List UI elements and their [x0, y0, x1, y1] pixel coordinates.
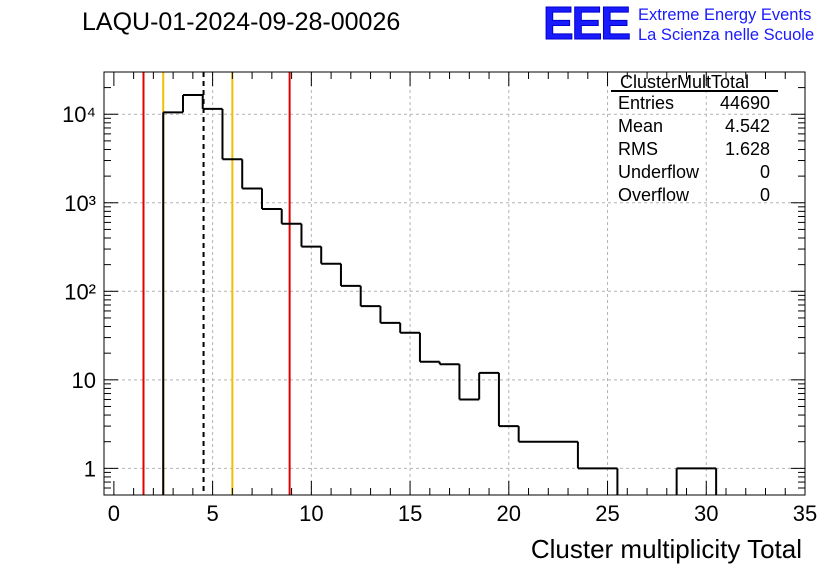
stats-value-entries: 44690: [719, 93, 770, 113]
stats-label-overflow: Overflow: [618, 185, 690, 205]
x-tick-label-25: 25: [595, 501, 619, 526]
x-tick-label-0: 0: [108, 501, 120, 526]
stats-label-entries: Entries: [618, 93, 675, 113]
logo-line-2: La Scienza nelle Scuole: [638, 26, 815, 44]
x-tick-label-15: 15: [398, 501, 422, 526]
stats-value-underflow: 0: [759, 162, 770, 182]
stats-title: ClusterMultTotal: [620, 72, 750, 92]
chart-title: LAQU-01-2024-09-28-00026: [82, 8, 401, 36]
stats-label-mean: Mean: [618, 116, 664, 136]
y-tick-label-3: 10³: [64, 191, 96, 216]
stats-label-underflow: Underflow: [618, 162, 700, 182]
x-tick-label-35: 35: [793, 501, 817, 526]
x-axis-label: Cluster multiplicity Total: [530, 534, 802, 564]
y-tick-label-1: 10: [72, 368, 96, 393]
x-tick-label-30: 30: [694, 501, 718, 526]
stats-value-overflow: 0: [759, 185, 770, 205]
y-tick-label-4: 10⁴: [62, 102, 96, 127]
stats-value-mean: 4.542: [724, 116, 770, 136]
plot-frame: [103, 71, 806, 496]
x-tick-label-5: 5: [206, 501, 218, 526]
x-tick-label-10: 10: [299, 501, 323, 526]
x-tick-label-20: 20: [497, 501, 521, 526]
logo-mark: EEE: [542, 0, 631, 50]
y-tick-label-2: 10²: [64, 279, 96, 304]
logo-line-1: Extreme Energy Events: [638, 6, 812, 24]
y-tick-label-0: 1: [84, 456, 96, 481]
stats-label-rms: RMS: [618, 139, 658, 159]
stats-value-rms: 1.628: [724, 139, 770, 159]
